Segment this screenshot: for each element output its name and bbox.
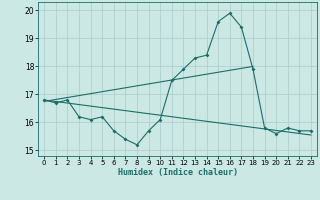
- X-axis label: Humidex (Indice chaleur): Humidex (Indice chaleur): [118, 168, 238, 177]
